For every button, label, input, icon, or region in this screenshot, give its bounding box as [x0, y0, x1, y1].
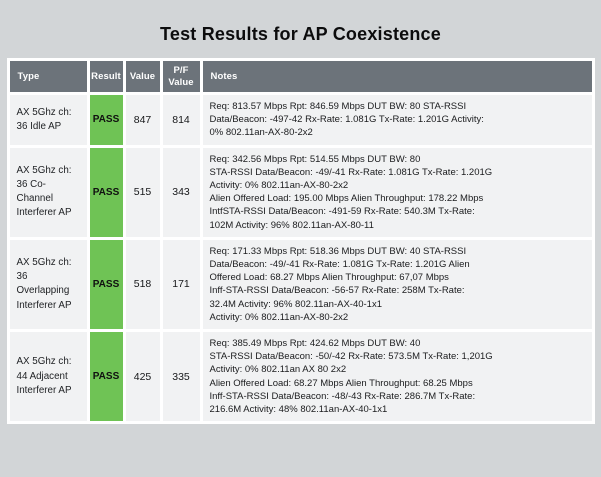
value-cell: 515 — [125, 147, 160, 237]
result-badge: PASS — [89, 147, 123, 237]
col-header-value: Value — [125, 61, 160, 92]
result-badge: PASS — [89, 239, 123, 330]
table-row: AX 5Ghz ch: 44 Adjacent Interferer AP PASS… — [9, 332, 592, 422]
type-cell: AX 5Ghz ch: 44 Adjacent Interferer AP — [9, 332, 87, 422]
type-cell: AX 5Ghz ch: 36 Overlapping Interferer AP — [9, 239, 87, 330]
notes-cell: Req: 171.33 Mbps Rpt: 518.36 Mbps DUT BW… — [202, 239, 592, 330]
table-row: AX 5Ghz ch: 36 Overlapping Interferer AP P… — [9, 239, 592, 330]
pf-value-cell: 343 — [162, 147, 200, 237]
type-cell: AX 5Ghz ch: 36 Co- Channel Interferer AP — [9, 147, 87, 237]
col-header-type: Type — [9, 61, 87, 92]
page-title: Test Results for AP Coexistence — [160, 24, 441, 44]
table-row: AX 5Ghz ch: 36 Idle AP PASS 847 814 Req: … — [9, 95, 592, 145]
value-cell: 518 — [125, 239, 160, 330]
notes-cell: Req: 342.56 Mbps Rpt: 514.55 Mbps DUT BW… — [202, 147, 592, 237]
table-header-row: Type Result Value P/F Value Notes — [9, 61, 592, 92]
type-cell: AX 5Ghz ch: 36 Idle AP — [9, 95, 87, 145]
result-badge: PASS — [89, 332, 123, 422]
value-cell: 847 — [125, 95, 160, 145]
pf-value-cell: 171 — [162, 239, 200, 330]
results-table: Type Result Value P/F Value Notes AX 5Gh… — [6, 58, 595, 425]
pf-value-cell: 814 — [162, 95, 200, 145]
col-header-pf-value: P/F Value — [162, 61, 200, 92]
result-badge: PASS — [89, 95, 123, 145]
table-row: AX 5Ghz ch: 36 Co- Channel Interferer AP PA… — [9, 147, 592, 237]
page: Test Results for AP Coexistence Type Res… — [0, 24, 601, 425]
pf-value-cell: 335 — [162, 332, 200, 422]
notes-cell: Req: 813.57 Mbps Rpt: 846.59 Mbps DUT BW… — [202, 95, 592, 145]
value-cell: 425 — [125, 332, 160, 422]
notes-cell: Req: 385.49 Mbps Rpt: 424.62 Mbps DUT BW… — [202, 332, 592, 422]
col-header-result: Result — [89, 61, 123, 92]
col-header-notes: Notes — [202, 61, 592, 92]
